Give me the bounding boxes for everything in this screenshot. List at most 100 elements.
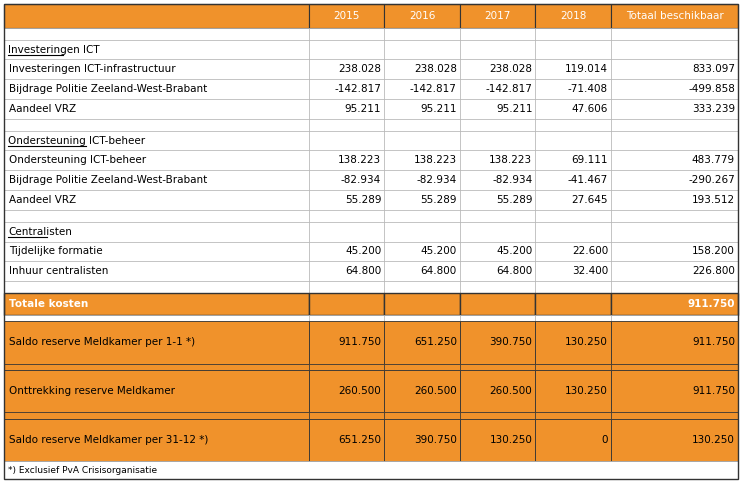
Bar: [460, 282, 536, 293]
Text: Ondersteuning ICT-beheer: Ondersteuning ICT-beheer: [8, 136, 145, 145]
Bar: [611, 4, 738, 28]
Text: Inhuur centralisten: Inhuur centralisten: [9, 267, 108, 276]
Text: Totale kosten: Totale kosten: [9, 298, 88, 309]
Bar: [611, 222, 738, 242]
Bar: [4, 80, 309, 99]
Bar: [4, 170, 309, 190]
Bar: [309, 370, 384, 412]
Bar: [611, 170, 738, 190]
Text: 32.400: 32.400: [572, 267, 608, 276]
Bar: [309, 119, 384, 130]
Bar: [460, 40, 536, 59]
Text: 130.250: 130.250: [565, 386, 608, 397]
Text: 483.779: 483.779: [692, 156, 735, 166]
Bar: [460, 59, 536, 80]
Bar: [536, 190, 611, 211]
Bar: [536, 222, 611, 242]
Bar: [384, 119, 460, 130]
Bar: [536, 59, 611, 80]
Bar: [611, 321, 738, 364]
Bar: [4, 282, 309, 293]
Bar: [4, 211, 309, 222]
Bar: [611, 130, 738, 151]
Text: Aandeel VRZ: Aandeel VRZ: [9, 196, 76, 205]
Bar: [4, 412, 309, 419]
Bar: [309, 222, 384, 242]
Bar: [4, 293, 309, 315]
Bar: [384, 370, 460, 412]
Bar: [384, 364, 460, 370]
Bar: [460, 419, 536, 461]
Bar: [611, 370, 738, 412]
Text: 260.500: 260.500: [490, 386, 533, 397]
Text: 69.111: 69.111: [571, 156, 608, 166]
Text: 138.223: 138.223: [489, 156, 533, 166]
Bar: [4, 321, 309, 364]
Bar: [384, 282, 460, 293]
Bar: [536, 364, 611, 370]
Text: Ondersteuning ICT-beheer: Ondersteuning ICT-beheer: [9, 156, 146, 166]
Bar: [309, 419, 384, 461]
Bar: [611, 40, 738, 59]
Text: 833.097: 833.097: [692, 64, 735, 74]
Bar: [309, 130, 384, 151]
Text: 0: 0: [602, 435, 608, 445]
Bar: [309, 190, 384, 211]
Text: 45.200: 45.200: [421, 246, 457, 256]
Bar: [536, 119, 611, 130]
Text: 95.211: 95.211: [420, 104, 457, 114]
Bar: [4, 261, 309, 282]
Bar: [4, 59, 309, 80]
Text: 130.250: 130.250: [692, 435, 735, 445]
Bar: [384, 99, 460, 119]
Text: Centralisten: Centralisten: [8, 227, 72, 237]
Bar: [4, 119, 309, 130]
Bar: [4, 99, 309, 119]
Bar: [384, 242, 460, 261]
Bar: [384, 211, 460, 222]
Bar: [309, 261, 384, 282]
Text: 193.512: 193.512: [692, 196, 735, 205]
Text: 2018: 2018: [560, 11, 586, 21]
Bar: [460, 190, 536, 211]
Text: 55.289: 55.289: [345, 196, 381, 205]
Bar: [384, 419, 460, 461]
Text: Aandeel VRZ: Aandeel VRZ: [9, 104, 76, 114]
Bar: [309, 412, 384, 419]
Bar: [460, 28, 536, 40]
Text: 333.239: 333.239: [692, 104, 735, 114]
Bar: [536, 211, 611, 222]
Bar: [4, 40, 309, 59]
Bar: [536, 282, 611, 293]
Bar: [460, 412, 536, 419]
Bar: [611, 315, 738, 321]
Text: 95.211: 95.211: [345, 104, 381, 114]
Bar: [460, 364, 536, 370]
Bar: [460, 222, 536, 242]
Bar: [611, 190, 738, 211]
Bar: [309, 4, 384, 28]
Bar: [309, 59, 384, 80]
Bar: [611, 99, 738, 119]
Bar: [309, 321, 384, 364]
Bar: [384, 190, 460, 211]
Bar: [384, 170, 460, 190]
Text: Bijdrage Politie Zeeland-West-Brabant: Bijdrage Politie Zeeland-West-Brabant: [9, 85, 207, 95]
Text: 260.500: 260.500: [414, 386, 457, 397]
Text: 911.750: 911.750: [688, 298, 735, 309]
Bar: [536, 321, 611, 364]
Bar: [309, 315, 384, 321]
Bar: [309, 242, 384, 261]
Text: Onttrekking reserve Meldkamer: Onttrekking reserve Meldkamer: [9, 386, 175, 397]
Bar: [460, 99, 536, 119]
Text: 27.645: 27.645: [571, 196, 608, 205]
Text: 911.750: 911.750: [338, 338, 381, 347]
Text: 2017: 2017: [485, 11, 510, 21]
Bar: [536, 412, 611, 419]
Bar: [309, 99, 384, 119]
Text: 64.800: 64.800: [496, 267, 533, 276]
Text: Investeringen ICT-infrastructuur: Investeringen ICT-infrastructuur: [9, 64, 176, 74]
Bar: [309, 170, 384, 190]
Bar: [611, 364, 738, 370]
Bar: [384, 412, 460, 419]
